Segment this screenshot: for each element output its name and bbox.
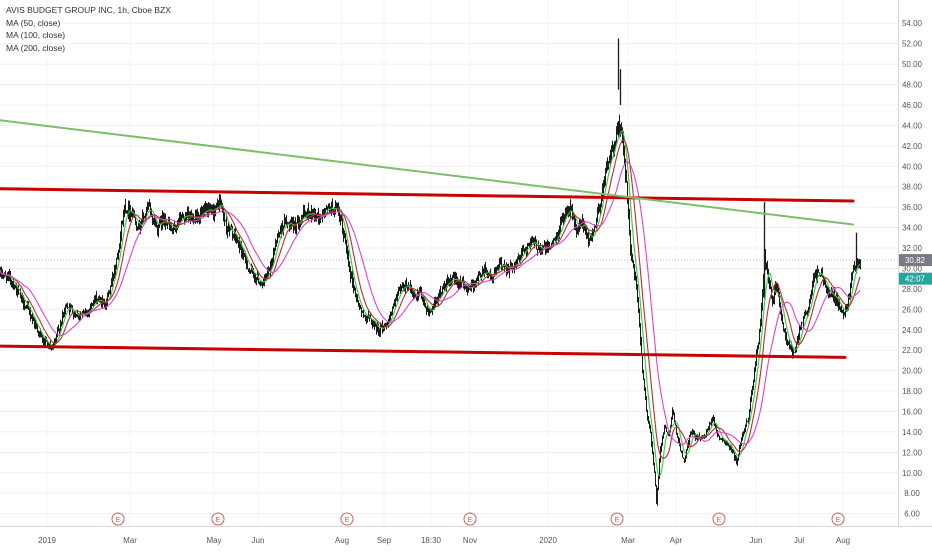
ma-100-line xyxy=(0,139,861,459)
x-tick-label: Mar xyxy=(621,536,635,545)
earnings-marker-label: E xyxy=(717,517,722,524)
x-tick-label: Apr xyxy=(670,536,683,545)
y-tick-label: 18.00 xyxy=(902,387,923,396)
y-tick-label: 20.00 xyxy=(902,367,923,376)
y-tick-label: 38.00 xyxy=(902,183,923,192)
earnings-marker-label: E xyxy=(615,517,620,524)
price-label-text: 42:07 xyxy=(905,275,926,284)
upper-channel-line xyxy=(0,187,855,203)
x-tick-label: Mar xyxy=(123,536,137,545)
earnings-marker xyxy=(340,512,354,526)
chart-legend: AVIS BUDGET GROUP INC, 1h, Cboe BZX MA (… xyxy=(6,4,171,54)
y-tick-label: 50.00 xyxy=(902,60,923,69)
earnings-marker xyxy=(831,512,845,526)
y-tick-label: 24.00 xyxy=(902,326,923,335)
y-tick-label: 40.00 xyxy=(902,162,923,171)
legend-ma-200: MA (200, close) xyxy=(6,42,66,53)
y-tick-label: 12.00 xyxy=(902,448,923,457)
y-tick-label: 8.00 xyxy=(904,489,920,498)
gridlines xyxy=(0,0,898,526)
earnings-marker xyxy=(712,512,726,526)
y-tick-label: 16.00 xyxy=(902,407,923,416)
earnings-marker xyxy=(111,512,125,526)
trendlines xyxy=(0,119,855,359)
x-tick-label: Jun xyxy=(750,536,763,545)
price-label-text: 30.82 xyxy=(905,256,926,265)
y-axis: 6.00 8.00 10.00 12.00 14.00 16.00 18.00 20.00 22… xyxy=(898,0,923,526)
x-tick-label: 2019 xyxy=(38,536,56,545)
y-tick-label: 52.00 xyxy=(902,40,923,49)
y-tick-label: 28.00 xyxy=(902,285,923,294)
y-tick-label: 48.00 xyxy=(902,81,923,90)
y-tick-label: 36.00 xyxy=(902,203,923,212)
y-tick-label: 34.00 xyxy=(902,224,923,233)
earnings-marker-label: E xyxy=(836,517,841,524)
y-tick-label: 22.00 xyxy=(902,346,923,355)
legend-ma-100: MA (100, close) xyxy=(6,30,66,40)
earnings-marker xyxy=(610,512,624,526)
price-label-box xyxy=(899,272,932,285)
y-tick-label: 42.00 xyxy=(902,142,923,151)
earnings-marker xyxy=(211,512,225,526)
earnings-marker-label: E xyxy=(345,517,350,524)
x-tick-label: Aug xyxy=(335,536,349,545)
x-tick-label: 2020 xyxy=(539,536,557,545)
x-tick-label: Sep xyxy=(377,536,392,545)
y-tick-label: 54.00 xyxy=(902,19,923,28)
x-tick-label: Jun xyxy=(252,536,265,545)
moving-average-lines xyxy=(0,130,861,477)
y-tick-label: 32.00 xyxy=(902,244,923,253)
price-labels: 30.82 42:07 xyxy=(899,254,932,285)
x-tick-label: Aug xyxy=(836,536,850,545)
y-tick-label: 10.00 xyxy=(902,469,923,478)
x-axis: 2019 Mar May Jun Aug Sep 18:30 Nov 2020 Mar Apr Jun… xyxy=(0,526,932,545)
lower-channel-line xyxy=(0,344,847,359)
y-tick-label: 6.00 xyxy=(904,510,920,519)
ma-200-line xyxy=(0,161,861,446)
x-tick-label: Nov xyxy=(463,536,477,545)
y-tick-label: 46.00 xyxy=(902,101,923,110)
earnings-marker-label: E xyxy=(468,517,473,524)
y-tick-label: 26.00 xyxy=(902,305,923,314)
y-tick-label: 44.00 xyxy=(902,121,923,130)
ma-50-line xyxy=(0,130,861,477)
y-tick-label: 14.00 xyxy=(902,428,923,437)
descending-resistance-line xyxy=(0,119,854,226)
x-tick-label: May xyxy=(206,536,221,545)
y-tick-label: 30.00 xyxy=(902,264,923,273)
earnings-marker xyxy=(463,512,477,526)
price-label-box xyxy=(899,254,932,267)
earnings-marker-label: E xyxy=(216,517,221,524)
x-tick-label: Jul xyxy=(794,536,804,545)
chart-title: AVIS BUDGET GROUP INC, 1h, Cboe BZX xyxy=(6,5,171,15)
earnings-marker-label: E xyxy=(116,517,121,524)
legend-ma-50: MA (50, close) xyxy=(6,17,61,28)
x-tick-label: 18:30 xyxy=(421,536,442,545)
